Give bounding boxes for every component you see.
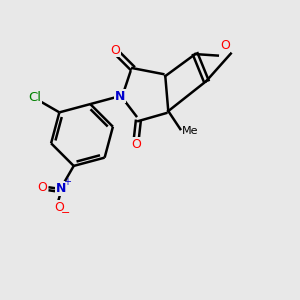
Text: Me: Me bbox=[182, 126, 199, 136]
Text: O: O bbox=[54, 201, 64, 214]
Text: N: N bbox=[56, 182, 66, 195]
Text: O: O bbox=[220, 39, 230, 52]
Text: +: + bbox=[63, 177, 71, 188]
Text: Cl: Cl bbox=[28, 91, 42, 104]
Text: O: O bbox=[131, 138, 141, 151]
Text: O: O bbox=[37, 181, 47, 194]
Text: −: − bbox=[61, 208, 70, 218]
Text: N: N bbox=[115, 90, 125, 103]
Text: O: O bbox=[110, 44, 120, 57]
